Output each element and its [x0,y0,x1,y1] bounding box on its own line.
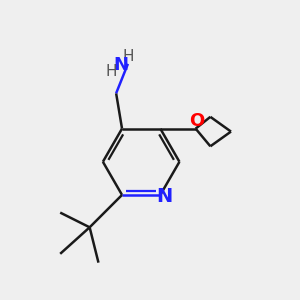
Text: O: O [190,112,205,130]
Text: N: N [113,56,128,74]
Text: H: H [122,49,134,64]
Text: H: H [106,64,118,79]
Text: N: N [157,187,173,206]
